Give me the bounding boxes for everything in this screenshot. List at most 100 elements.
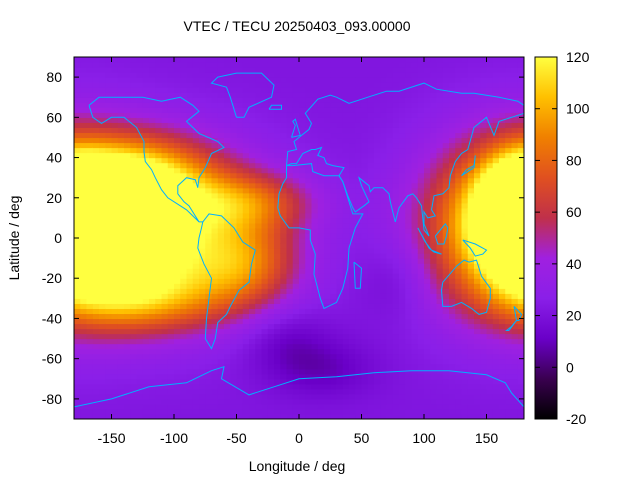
heatmap-cell [261, 142, 269, 149]
heatmap-cell [367, 192, 375, 199]
heatmap-cell [142, 388, 150, 395]
heatmap-cell [480, 72, 488, 78]
heatmap-cell [405, 248, 413, 254]
heatmap-cell [455, 127, 463, 134]
heatmap-cell [92, 303, 100, 309]
heatmap-cell [292, 298, 300, 304]
heatmap-cell [361, 117, 369, 123]
heatmap-cell [124, 222, 131, 229]
heatmap-cell [224, 182, 231, 189]
heatmap-cell [142, 368, 150, 375]
heatmap-cell [199, 263, 206, 269]
heatmap-cell [342, 258, 350, 264]
heatmap-cell [242, 207, 250, 214]
heatmap-cell [249, 328, 256, 335]
heatmap-cell [455, 348, 463, 355]
heatmap-cell [236, 87, 244, 93]
heatmap-cell [405, 258, 413, 264]
heatmap-cell [217, 278, 225, 284]
heatmap-cell [411, 117, 419, 123]
heatmap-cell [205, 328, 213, 335]
heatmap-cell [299, 388, 306, 395]
heatmap-cell [105, 398, 113, 405]
heatmap-cell [361, 67, 369, 73]
heatmap-cell [305, 97, 313, 103]
heatmap-cell [74, 288, 81, 294]
heatmap-cell [99, 122, 106, 128]
heatmap-cell [455, 298, 463, 304]
heatmap-cell [124, 293, 131, 299]
heatmap-cell [124, 92, 131, 98]
heatmap-cell [155, 243, 163, 249]
heatmap-cell [405, 137, 413, 144]
heatmap-cell [436, 142, 444, 149]
heatmap-cell [199, 293, 206, 299]
heatmap-cell [286, 142, 294, 149]
heatmap-cell [324, 238, 331, 244]
heatmap-cell [74, 238, 81, 244]
heatmap-cell [355, 398, 363, 405]
heatmap-cell [180, 318, 188, 325]
heatmap-cell [142, 328, 150, 335]
heatmap-cell [230, 283, 238, 289]
heatmap-cell [255, 398, 263, 405]
heatmap-cell [317, 303, 325, 309]
heatmap-cell [330, 238, 338, 244]
heatmap-cell [192, 117, 200, 123]
heatmap-cell [224, 358, 231, 365]
heatmap-cell [74, 182, 81, 189]
heatmap-cell [324, 62, 331, 68]
heatmap-cell [111, 107, 119, 113]
heatmap-cell [217, 157, 225, 164]
heatmap-cell [217, 217, 225, 224]
heatmap-cell [474, 363, 481, 370]
heatmap-cell [324, 273, 331, 279]
heatmap-cell [74, 243, 81, 249]
heatmap-cell [155, 127, 163, 134]
heatmap-cell [342, 227, 350, 234]
heatmap-cell [499, 152, 506, 159]
heatmap-cell [380, 303, 388, 309]
heatmap-cell [255, 212, 263, 219]
heatmap-cell [367, 207, 375, 214]
heatmap-cell [336, 182, 344, 189]
heatmap-cell [474, 283, 481, 289]
heatmap-cell [336, 283, 344, 289]
heatmap-cell [492, 67, 500, 73]
heatmap-cell [442, 112, 450, 118]
heatmap-cell [80, 413, 88, 419]
heatmap-cell [486, 258, 494, 264]
heatmap-cell [149, 162, 156, 169]
heatmap-cell [380, 263, 388, 269]
heatmap-cell [92, 363, 100, 370]
heatmap-cell [92, 72, 100, 78]
heatmap-cell [136, 77, 144, 83]
heatmap-cell [242, 177, 250, 184]
heatmap-cell [417, 197, 425, 204]
heatmap-cell [74, 258, 81, 264]
heatmap-cell [274, 333, 281, 340]
heatmap-cell [92, 62, 100, 68]
heatmap-cell [492, 328, 500, 335]
heatmap-cell [292, 293, 300, 299]
heatmap-cell [436, 177, 444, 184]
heatmap-cell [417, 137, 425, 144]
heatmap-cell [92, 313, 100, 320]
heatmap-cell [392, 253, 400, 259]
heatmap-cell [355, 308, 363, 315]
heatmap-cell [355, 67, 363, 73]
heatmap-cell [167, 222, 175, 229]
heatmap-cell [280, 308, 288, 315]
heatmap-cell [217, 182, 225, 189]
heatmap-cell [324, 117, 331, 123]
heatmap-cell [124, 172, 131, 179]
heatmap-cell [374, 222, 381, 229]
heatmap-cell [486, 323, 494, 330]
heatmap-cell [405, 413, 413, 419]
heatmap-cell [217, 303, 225, 309]
heatmap-cell [436, 72, 444, 78]
heatmap-cell [486, 82, 494, 88]
heatmap-cell [211, 232, 219, 239]
heatmap-cell [361, 388, 369, 395]
heatmap-cell [349, 303, 356, 309]
